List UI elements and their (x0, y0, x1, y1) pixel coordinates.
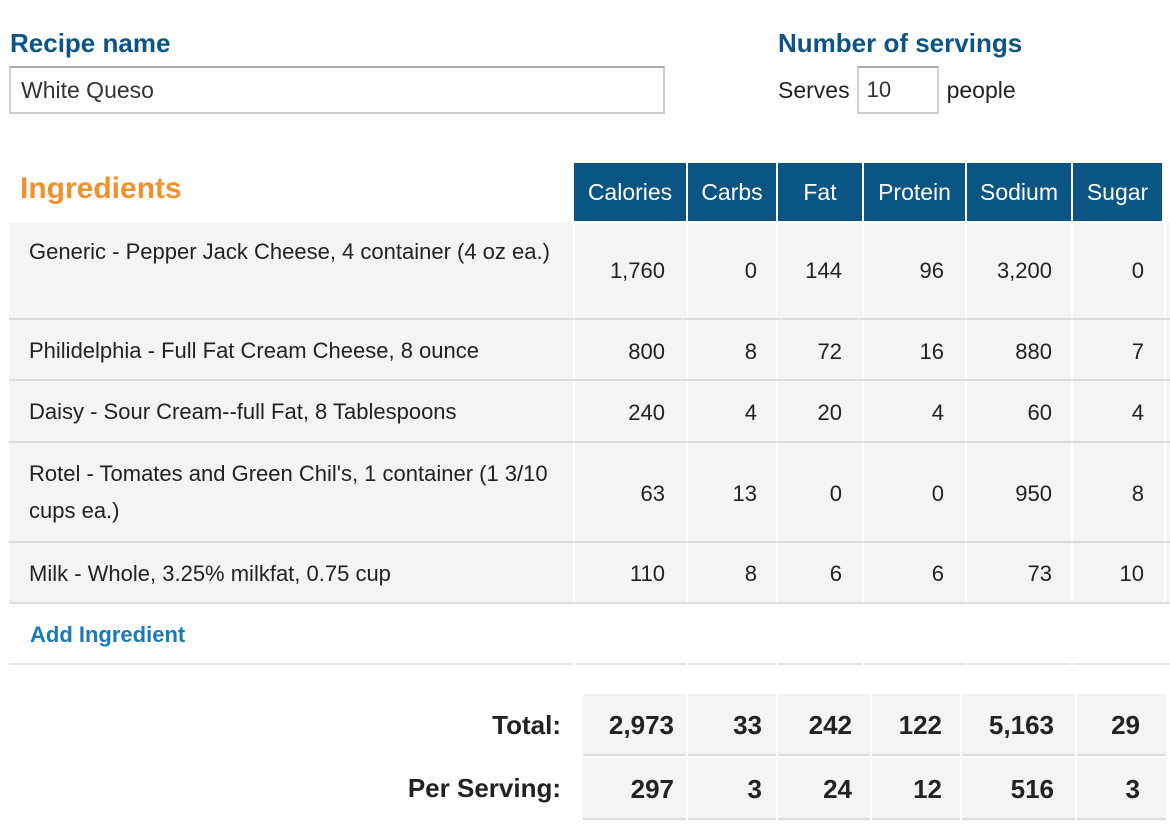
total-carbs: 33 (733, 710, 762, 740)
ingredient-name: Philidelphia - Full Fat Cream Cheese, 8 … (29, 338, 480, 363)
serves-suffix: people (946, 76, 1016, 103)
serves-prefix: Serves (778, 76, 850, 103)
total-sodium: 5,163 (988, 710, 1054, 740)
value-carbs: 13 (732, 481, 757, 506)
value-sodium: 950 (1015, 481, 1052, 506)
total-cell: 5,163 (962, 694, 1075, 756)
value-sodium: 60 (1027, 400, 1052, 425)
total-cell: 242 (778, 694, 870, 756)
per-serving-fat: 24 (823, 774, 852, 804)
value-carbs: 8 (744, 561, 757, 586)
ingredient-row: Milk - Whole, 3.25% milkfat, 0.75 cup 11… (9, 543, 1170, 604)
per-serving-cell: 516 (962, 758, 1075, 820)
ingredient-row: Generic - Pepper Jack Cheese, 4 containe… (9, 223, 1170, 320)
total-protein: 122 (898, 710, 942, 740)
total-calories: 2,973 (608, 710, 674, 740)
per-serving-sugar: 3 (1125, 774, 1140, 804)
value-sodium: 3,200 (996, 258, 1052, 283)
value-sodium: 880 (1015, 339, 1052, 364)
per-serving-label: Per Serving: (407, 773, 561, 803)
value-carbs: 4 (744, 400, 757, 425)
ingredient-name: Daisy - Sour Cream--full Fat, 8 Tablespo… (29, 399, 457, 424)
value-fat: 72 (817, 339, 842, 364)
value-sugar: 4 (1131, 400, 1144, 425)
per-serving-calories: 297 (630, 774, 674, 804)
total-sugar: 29 (1111, 710, 1140, 740)
per-serving-cell: 3 (1077, 758, 1166, 820)
servings-input[interactable] (856, 66, 939, 114)
value-fat: 0 (829, 481, 842, 506)
total-label: Total: (492, 710, 561, 740)
divider (967, 663, 1071, 665)
value-protein: 16 (919, 339, 944, 364)
value-fat: 20 (817, 400, 842, 425)
per-serving-cell: 12 (872, 758, 960, 820)
add-ingredient-link[interactable]: Add Ingredient (30, 622, 186, 647)
ingredient-row: Rotel - Tomates and Green Chil's, 1 cont… (9, 443, 1170, 543)
value-fat: 6 (829, 561, 842, 586)
divider (778, 663, 862, 665)
ingredient-row: Daisy - Sour Cream--full Fat, 8 Tablespo… (9, 381, 1170, 443)
total-cell: 29 (1077, 694, 1166, 756)
value-sodium: 73 (1027, 561, 1052, 586)
per-serving-sodium: 516 (1010, 774, 1054, 804)
value-protein: 0 (931, 481, 944, 506)
divider (1073, 663, 1170, 665)
value-sugar: 8 (1131, 481, 1144, 506)
per-serving-cell: 24 (778, 758, 870, 820)
servings-label: Number of servings (778, 28, 1023, 58)
servings-row: Serves people (778, 66, 1016, 114)
ingredient-name: Generic - Pepper Jack Cheese, 4 containe… (29, 239, 550, 264)
value-protein: 6 (931, 561, 944, 586)
column-header-protein: Protein (864, 163, 965, 221)
column-header-fat: Fat (778, 163, 862, 221)
value-carbs: 8 (744, 339, 757, 364)
total-cell: 122 (872, 694, 960, 756)
column-header-carbs: Carbs (688, 163, 776, 221)
value-fat: 144 (805, 258, 842, 283)
ingredient-row: Philidelphia - Full Fat Cream Cheese, 8 … (9, 320, 1170, 381)
total-cell: 2,973 (583, 694, 686, 756)
value-calories: 110 (629, 561, 665, 586)
value-sugar: 7 (1131, 339, 1144, 364)
recipe-name-input[interactable] (9, 66, 665, 114)
value-protein: 4 (931, 400, 944, 425)
recipe-name-label: Recipe name (10, 28, 171, 58)
column-header-sodium: Sodium (967, 163, 1071, 221)
value-sugar: 10 (1119, 561, 1144, 586)
divider (576, 663, 686, 665)
value-calories: 1,760 (609, 258, 665, 283)
ingredients-title: Ingredients (20, 172, 182, 205)
value-carbs: 0 (744, 258, 757, 283)
total-fat: 242 (808, 710, 852, 740)
value-sugar: 0 (1131, 258, 1144, 283)
value-calories: 240 (628, 400, 665, 425)
value-calories: 63 (640, 481, 665, 506)
value-calories: 800 (628, 339, 665, 364)
total-cell: 33 (688, 694, 776, 756)
per-serving-cell: 3 (688, 758, 776, 820)
divider (9, 663, 572, 665)
column-header-calories: Calories (574, 163, 686, 221)
divider (688, 663, 776, 665)
value-protein: 96 (919, 258, 944, 283)
divider (864, 663, 965, 665)
per-serving-protein: 12 (913, 774, 942, 804)
ingredient-name: Milk - Whole, 3.25% milkfat, 0.75 cup (29, 561, 391, 586)
per-serving-cell: 297 (583, 758, 686, 820)
ingredient-name: Rotel - Tomates and Green Chil's, 1 cont… (29, 461, 548, 523)
column-header-sugar: Sugar (1073, 163, 1162, 221)
per-serving-carbs: 3 (747, 774, 762, 804)
